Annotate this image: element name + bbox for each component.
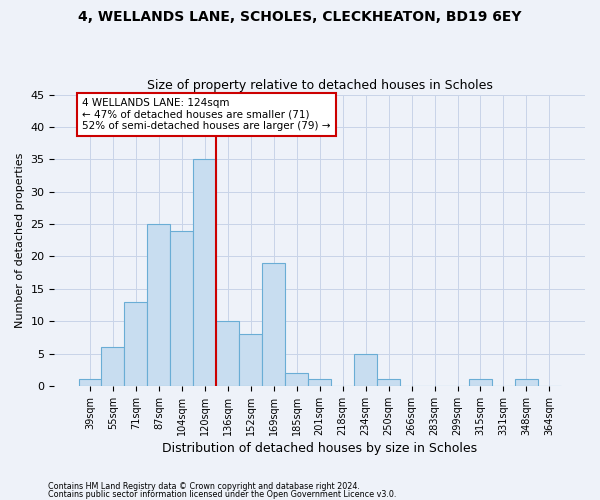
Bar: [217, 321, 239, 386]
Bar: [124, 302, 148, 386]
Bar: [469, 380, 492, 386]
Bar: [285, 373, 308, 386]
Bar: [377, 380, 400, 386]
Bar: [308, 380, 331, 386]
Bar: [170, 230, 193, 386]
Bar: [148, 224, 170, 386]
Bar: [101, 347, 124, 386]
Text: Contains public sector information licensed under the Open Government Licence v3: Contains public sector information licen…: [48, 490, 397, 499]
Bar: [239, 334, 262, 386]
Text: Contains HM Land Registry data © Crown copyright and database right 2024.: Contains HM Land Registry data © Crown c…: [48, 482, 360, 491]
Text: 4, WELLANDS LANE, SCHOLES, CLECKHEATON, BD19 6EY: 4, WELLANDS LANE, SCHOLES, CLECKHEATON, …: [78, 10, 522, 24]
Bar: [193, 160, 217, 386]
Bar: [79, 380, 101, 386]
Title: Size of property relative to detached houses in Scholes: Size of property relative to detached ho…: [147, 79, 493, 92]
Bar: [262, 263, 285, 386]
Text: 4 WELLANDS LANE: 124sqm
← 47% of detached houses are smaller (71)
52% of semi-de: 4 WELLANDS LANE: 124sqm ← 47% of detache…: [82, 98, 331, 131]
X-axis label: Distribution of detached houses by size in Scholes: Distribution of detached houses by size …: [162, 442, 477, 455]
Bar: [515, 380, 538, 386]
Y-axis label: Number of detached properties: Number of detached properties: [15, 152, 25, 328]
Bar: [354, 354, 377, 386]
